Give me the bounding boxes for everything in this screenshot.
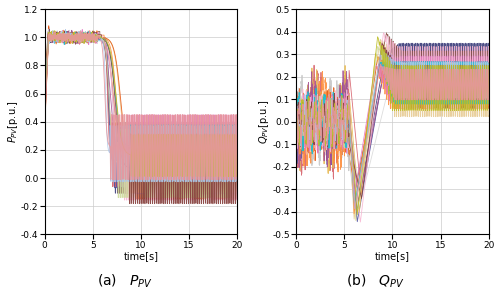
X-axis label: time[s]: time[s] — [375, 251, 410, 261]
Text: (b)   $Q_{PV}$: (b) $Q_{PV}$ — [346, 273, 405, 290]
Y-axis label: $P_{PV}$[p.u.]: $P_{PV}$[p.u.] — [6, 100, 20, 143]
X-axis label: time[s]: time[s] — [124, 251, 158, 261]
Text: (a)   $P_{PV}$: (a) $P_{PV}$ — [97, 273, 153, 290]
Y-axis label: $Q_{PV}$[p.u.]: $Q_{PV}$[p.u.] — [257, 100, 271, 144]
